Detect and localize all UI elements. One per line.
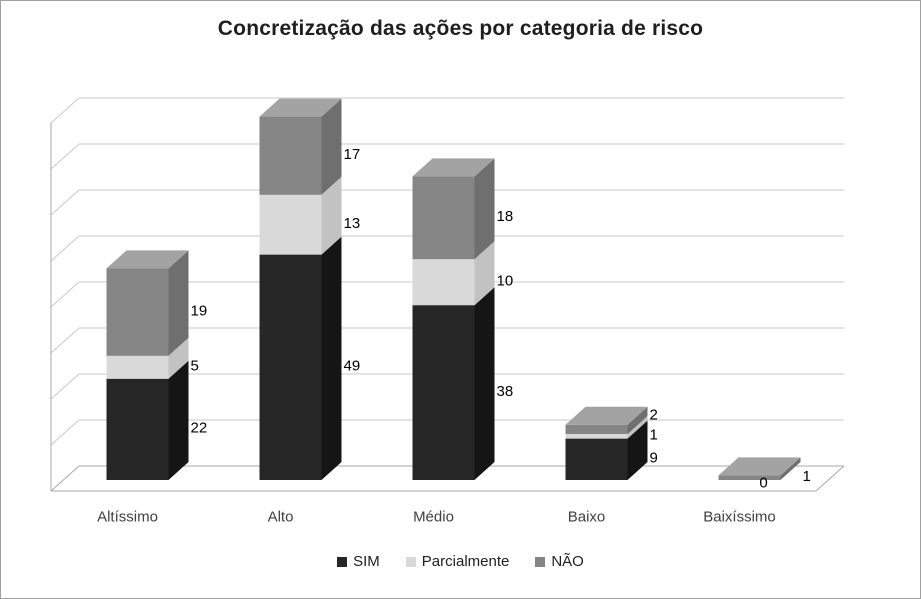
bar-side-2-1 <box>474 241 495 306</box>
bar-side-3-0 <box>627 420 648 480</box>
legend-label-parcialmente: Parcialmente <box>421 553 510 570</box>
legend-marker-nao-icon <box>535 556 546 567</box>
bar-side-1-2 <box>321 98 342 195</box>
bar-segment-3-1 <box>565 434 628 439</box>
bar-side-2-0 <box>474 287 495 480</box>
category-label: Médio <box>413 508 454 525</box>
bar-side-2-2 <box>474 158 495 260</box>
legend-marker-sim-icon <box>337 556 348 567</box>
legend-item-nao: NÃO <box>535 553 584 570</box>
bar-segment-2-0 <box>412 305 475 480</box>
gridline-connector <box>50 235 80 262</box>
data-label: 13 <box>344 215 361 232</box>
category-label: Baixo <box>568 508 606 525</box>
legend-marker-parcialmente-icon <box>405 556 416 567</box>
category-label: Alto <box>268 508 294 525</box>
bar-top-3-2 <box>565 406 648 425</box>
gridline-connector <box>50 281 80 308</box>
gridline-connector <box>50 143 80 170</box>
bar-segment-0-0 <box>106 378 169 480</box>
data-label: 17 <box>344 146 361 163</box>
data-label: 38 <box>497 383 514 400</box>
bar-top-1-2 <box>259 98 342 117</box>
bar-segment-1-1 <box>259 194 322 255</box>
stacked-bar-chart-plot: 22519Altíssimo491317Alto381018Médio912Ba… <box>50 97 845 525</box>
legend-label-sim: SIM <box>353 553 380 570</box>
bar-side-3-2 <box>627 406 648 434</box>
bar-side-4-2 <box>780 457 801 480</box>
chart-legend: SIM Parcialmente NÃO <box>1 553 920 570</box>
gridline-connector <box>50 189 80 216</box>
bar-side-1-1 <box>321 176 342 255</box>
bar-segment-3-0 <box>565 438 628 480</box>
bar-segment-2-1 <box>412 259 475 306</box>
bar-side-3-1 <box>627 416 648 439</box>
bar-segment-1-0 <box>259 254 322 480</box>
category-label: Baixíssimo <box>703 508 776 525</box>
data-label: 2 <box>650 407 658 424</box>
gridline-connector <box>50 419 80 446</box>
bar-top-2-2 <box>412 158 495 177</box>
bar-segment-3-2 <box>565 424 628 434</box>
data-label: 49 <box>344 358 361 375</box>
bar-side-0-0 <box>168 360 189 480</box>
gridline-connector <box>50 327 80 354</box>
data-label: 1 <box>650 427 658 444</box>
bar-top-0-2 <box>106 250 189 269</box>
bar-side-1-0 <box>321 236 342 480</box>
gridline-connector <box>50 97 80 124</box>
data-label: 18 <box>497 208 514 225</box>
data-label: 22 <box>191 420 208 437</box>
data-label: 10 <box>497 272 514 289</box>
bar-segment-0-2 <box>106 268 169 356</box>
legend-item-sim: SIM <box>337 553 380 570</box>
bar-top-4-2 <box>718 457 801 476</box>
bar-segment-1-2 <box>259 116 322 195</box>
data-label: 9 <box>650 450 658 467</box>
data-label: 19 <box>191 302 208 319</box>
category-label: Altíssimo <box>97 508 158 525</box>
floor-right-edge <box>815 465 845 492</box>
bar-segment-4-2 <box>718 475 781 480</box>
data-label: 1 <box>803 468 811 485</box>
legend-item-parcialmente: Parcialmente <box>405 553 510 570</box>
data-label: 0 <box>759 474 767 491</box>
data-label: 5 <box>191 358 199 375</box>
floor-left-edge <box>50 465 80 492</box>
bar-side-0-2 <box>168 250 189 356</box>
gridline-connector <box>50 373 80 400</box>
chart-title: Concretização das ações por categoria de… <box>217 17 704 40</box>
legend-label-nao: NÃO <box>551 553 584 570</box>
bar-segment-2-2 <box>412 176 475 260</box>
bar-side-0-1 <box>168 337 189 379</box>
bar-segment-0-1 <box>106 355 169 379</box>
